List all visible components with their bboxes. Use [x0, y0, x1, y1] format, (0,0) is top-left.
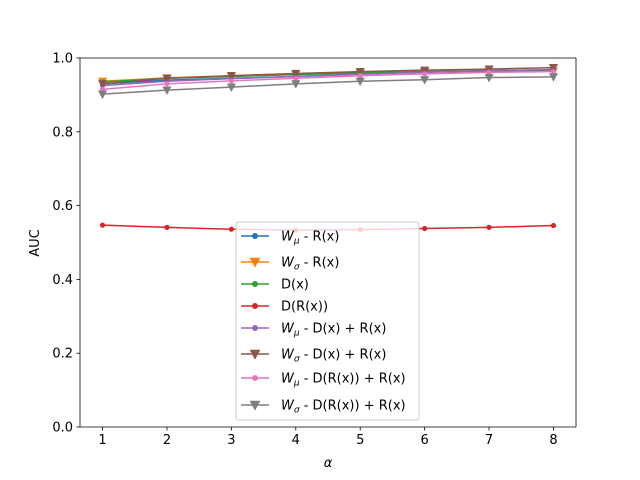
x-tick-label: 7: [485, 433, 493, 448]
series-line: [102, 66, 554, 85]
y-tick-label: 1.0: [52, 52, 73, 67]
data-point: [422, 225, 428, 232]
legend-label: Wσ - R(x): [281, 256, 339, 273]
data-point: [228, 78, 234, 84]
data-point: [550, 69, 557, 75]
data-point: [422, 71, 428, 77]
legend-label: D(R(x)): [281, 300, 328, 315]
legend-label: D(x): [281, 278, 309, 293]
data-point: [355, 68, 365, 77]
y-tick-label: 0.8: [52, 125, 73, 140]
data-point: [162, 86, 172, 96]
data-point: [291, 80, 301, 89]
legend-label: Wμ - R(x): [281, 230, 339, 247]
series-8: [97, 73, 559, 100]
data-point: [293, 75, 299, 81]
legend-marker: [249, 349, 261, 360]
x-tick-label: 6: [420, 433, 428, 448]
legend-label: Wμ - D(x) + R(x): [281, 322, 386, 339]
x-axis: 1 2 3 4 5 6 7 8: [98, 427, 558, 448]
legend-marker: [249, 257, 261, 268]
data-point: [420, 76, 430, 85]
y-tick-label: 0.6: [52, 199, 73, 214]
y-tick-label: 0.4: [52, 273, 73, 288]
data-point: [548, 73, 559, 82]
data-point: [162, 74, 172, 84]
y-axis-label: AUC: [28, 229, 43, 257]
legend-label: Wσ - D(x) + R(x): [281, 348, 386, 365]
series-line: [102, 70, 554, 91]
x-tick-label: 2: [163, 433, 171, 448]
legend-marker: [252, 281, 258, 287]
data-point: [164, 224, 170, 230]
legend-marker: [252, 325, 258, 331]
x-tick-label: 4: [292, 433, 300, 448]
data-point: [97, 90, 108, 100]
data-point: [99, 222, 106, 228]
series-6: [97, 63, 559, 89]
data-point: [484, 73, 494, 83]
data-point: [486, 69, 492, 75]
legend-item: D(R(x)): [241, 300, 328, 315]
x-tick-label: 1: [98, 433, 106, 448]
legend-item: Wσ - D(R(x)) + R(x): [241, 399, 406, 416]
data-point: [550, 222, 557, 229]
data-point: [420, 66, 430, 76]
legend-label: Wσ - D(R(x)) + R(x): [281, 399, 406, 416]
legend-marker: [252, 303, 258, 309]
legend-marker: [249, 400, 261, 411]
x-tick-label: 8: [549, 433, 557, 448]
x-tick-label: 5: [356, 433, 364, 448]
legend-marker: [252, 233, 258, 239]
data-point: [226, 83, 236, 93]
data-point: [97, 80, 108, 89]
series-7: [99, 69, 557, 92]
data-point: [484, 65, 494, 75]
legend: Wμ - R(x) Wσ - R(x) D(x) D(R(x)) Wμ - D(x) +…: [235, 221, 420, 421]
y-tick-label: 0.0: [52, 421, 73, 436]
legend-item: Wσ - R(x): [241, 256, 339, 273]
legend-label: Wμ - D(R(x)) + R(x): [281, 372, 406, 389]
data-point: [291, 69, 301, 79]
data-point: [357, 73, 363, 79]
data-point: [226, 72, 236, 81]
plot-area: [79, 57, 577, 428]
legend-item: Wμ - D(x) + R(x): [241, 322, 386, 339]
legend-marker: [252, 375, 258, 381]
legend-item: D(x): [241, 278, 309, 293]
data-point: [164, 81, 170, 87]
legend-box: [235, 221, 420, 421]
x-axis-label: α: [324, 456, 333, 471]
legend-item: Wμ - R(x): [241, 230, 339, 247]
data-point: [355, 77, 365, 87]
y-axis: 0.0 0.2 0.4 0.6 0.8 1.0: [52, 52, 80, 436]
x-tick-label: 3: [227, 433, 235, 448]
axes-frame: [79, 57, 577, 428]
y-tick-label: 0.2: [52, 347, 73, 362]
data-point: [228, 226, 234, 232]
data-point: [548, 63, 559, 73]
series-line: [102, 76, 554, 95]
data-point: [486, 224, 492, 230]
legend-item: Wμ - D(R(x)) + R(x): [241, 372, 406, 389]
legend-item: Wσ - D(x) + R(x): [241, 348, 386, 365]
series-line: [102, 68, 554, 87]
